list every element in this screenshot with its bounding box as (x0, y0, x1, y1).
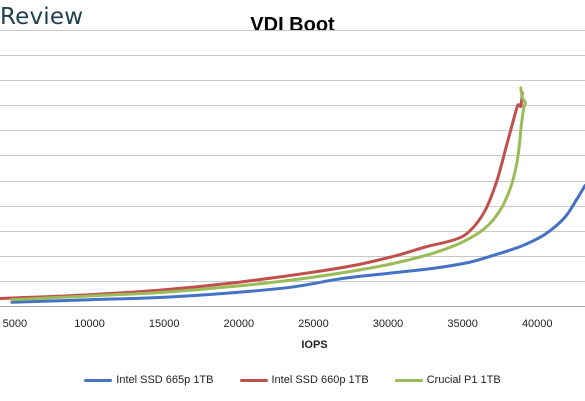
series-line (0, 91, 524, 300)
legend-swatch (239, 378, 268, 382)
legend-swatch (394, 378, 423, 382)
x-tick-label: 30000 (373, 318, 404, 330)
legend-item: Intel SSD 665p 1TB (84, 374, 214, 386)
series-lines (0, 86, 585, 304)
series-line (10, 184, 585, 304)
x-tick-labels: 5000 10000 15000 20000 25000 30000 35000 40000 (3, 318, 553, 330)
legend: Intel SSD 665p 1TB Intel SSD 660p 1TB Cruc… (0, 374, 585, 386)
x-tick-label: 40000 (522, 318, 553, 330)
x-tick-label: 35000 (447, 318, 478, 330)
legend-item: Crucial P1 1TB (394, 374, 501, 386)
x-tick-label: 20000 (223, 318, 254, 330)
series-line (10, 86, 527, 302)
legend-label: Intel SSD 665p 1TB (116, 374, 214, 386)
x-tick-label: 5000 (3, 318, 27, 330)
legend-label: Crucial P1 1TB (426, 374, 501, 386)
legend-swatch (84, 378, 113, 382)
y-gridlines (0, 30, 585, 307)
brand-logo-text: Review (0, 4, 84, 30)
legend-item: Intel SSD 660p 1TB (239, 374, 369, 386)
x-axis-label: IOPS (301, 339, 327, 351)
x-tick-label: 25000 (298, 318, 329, 330)
x-tick-label: 10000 (74, 318, 105, 330)
x-tick-label: 15000 (149, 318, 180, 330)
legend-label: Intel SSD 660p 1TB (271, 374, 369, 386)
